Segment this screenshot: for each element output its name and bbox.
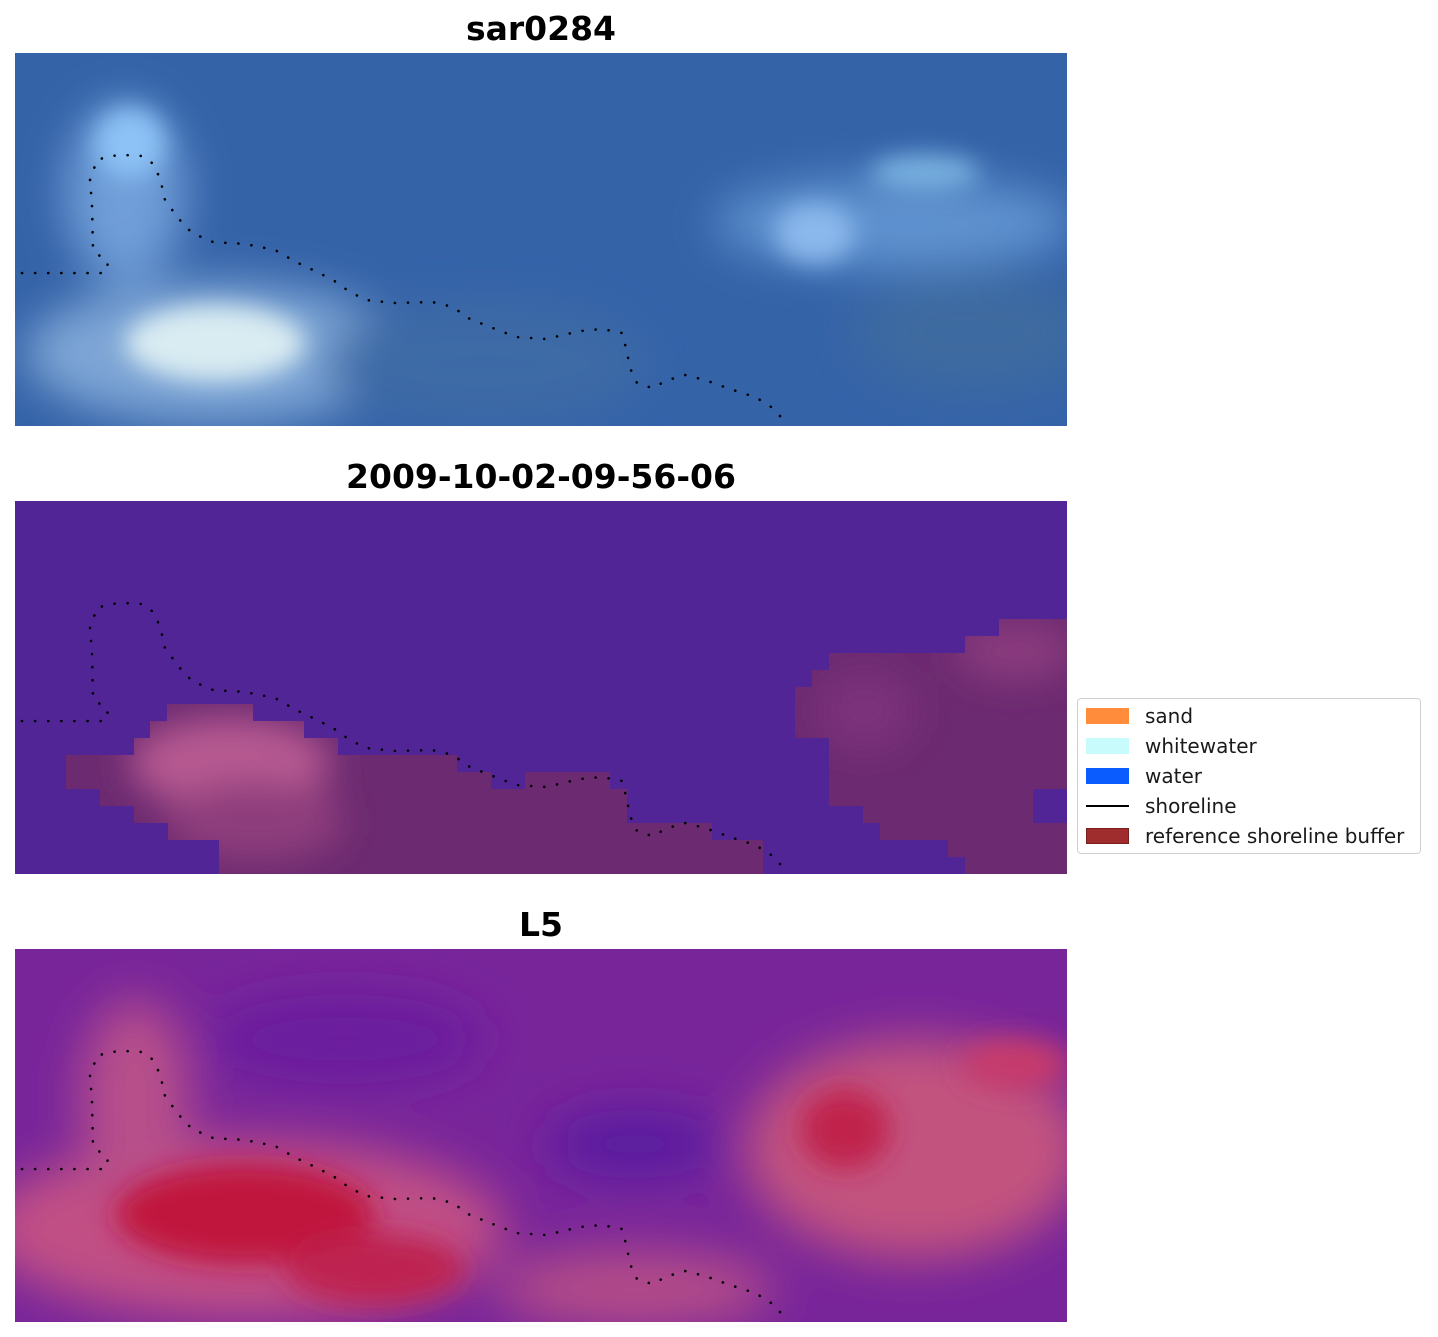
legend: sand whitewater water shoreline referenc… [1077,698,1421,854]
panel-title-rgb: sar0284 [465,9,617,48]
panel-title-satellite: L5 [519,905,563,944]
reference-buffer-swatch [1086,828,1129,844]
legend-label-reference-buffer: reference shoreline buffer [1145,824,1405,848]
satellite-panel [15,949,1067,1322]
sand-swatch [1086,708,1129,724]
satellite-image [15,949,1067,1322]
shoreline-line-swatch [1086,805,1129,807]
rgb-image [15,53,1067,426]
panel-title-date: 2009-10-02-09-56-06 [346,457,736,496]
legend-label-whitewater: whitewater [1145,734,1257,758]
legend-item-whitewater: whitewater [1086,734,1257,758]
legend-label-water: water [1145,764,1202,788]
classification-image [15,501,1067,874]
whitewater-swatch [1086,738,1129,754]
legend-item-reference-buffer: reference shoreline buffer [1086,824,1404,848]
rgb-image-panel [15,53,1067,426]
legend-label-shoreline: shoreline [1145,794,1237,818]
legend-label-sand: sand [1145,704,1194,728]
legend-item-sand: sand [1086,704,1193,728]
legend-item-shoreline: shoreline [1086,794,1237,818]
legend-item-water: water [1086,764,1202,788]
water-swatch [1086,768,1129,784]
classification-panel [15,501,1067,874]
